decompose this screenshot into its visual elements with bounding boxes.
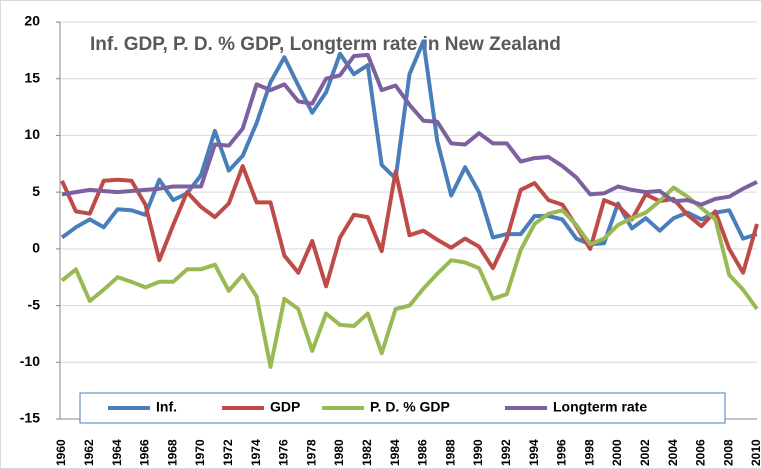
x-tick-label: 1968 <box>165 439 179 466</box>
x-tick-label: 1998 <box>582 439 596 466</box>
legend-box <box>79 392 726 424</box>
series-line <box>61 52 758 207</box>
x-tick-label: 1984 <box>388 439 402 466</box>
x-tick-label: 1966 <box>138 439 152 466</box>
x-tick-label: 1988 <box>443 439 457 466</box>
x-tick-label: 1970 <box>193 439 207 466</box>
x-tick-label: 1972 <box>221 439 235 466</box>
legend-label: Longterm rate <box>553 399 647 415</box>
x-tick-label: 2008 <box>721 439 735 466</box>
legend-label: Inf. <box>156 399 177 415</box>
y-tick-label: 0 <box>32 240 40 256</box>
y-tick-label: 20 <box>24 13 40 29</box>
x-tick-label: 2002 <box>638 439 652 466</box>
x-tick-label: 1962 <box>82 439 96 466</box>
x-tick-label: 1990 <box>471 439 485 466</box>
legend-label: P. D. % GDP <box>370 399 450 415</box>
x-tick-label: 2006 <box>694 439 708 466</box>
y-tick-label: 10 <box>24 126 40 142</box>
series-line <box>60 39 758 247</box>
x-tick-label: 1994 <box>527 439 541 466</box>
x-tick-label: 1974 <box>249 439 263 466</box>
y-tick-label: 15 <box>24 69 40 85</box>
y-tick-label: -10 <box>20 353 40 369</box>
series-line <box>60 185 759 369</box>
y-tick-label: -15 <box>20 410 40 426</box>
x-tick-label: 1996 <box>555 439 569 466</box>
chart-title: Inf. GDP, P. D. % GDP, Longterm rate in … <box>90 34 561 55</box>
x-tick-label: 1982 <box>360 439 374 466</box>
legend-label: GDP <box>270 399 300 415</box>
y-tick-label: -5 <box>28 296 41 312</box>
x-tick-label: 2010 <box>749 439 762 466</box>
series-line <box>60 164 759 289</box>
x-tick-label: 1976 <box>277 439 291 466</box>
x-tick-label: 2000 <box>610 439 624 466</box>
x-tick-label: 1986 <box>416 439 430 466</box>
x-tick-label: 1992 <box>499 439 513 466</box>
y-tick-label: 5 <box>32 183 40 199</box>
x-tick-label: 2004 <box>666 439 680 466</box>
x-tick-label: 1960 <box>54 439 68 466</box>
x-tick-label: 1964 <box>110 439 124 466</box>
x-tick-label: 1978 <box>304 439 318 466</box>
x-tick-label: 1980 <box>332 439 346 466</box>
